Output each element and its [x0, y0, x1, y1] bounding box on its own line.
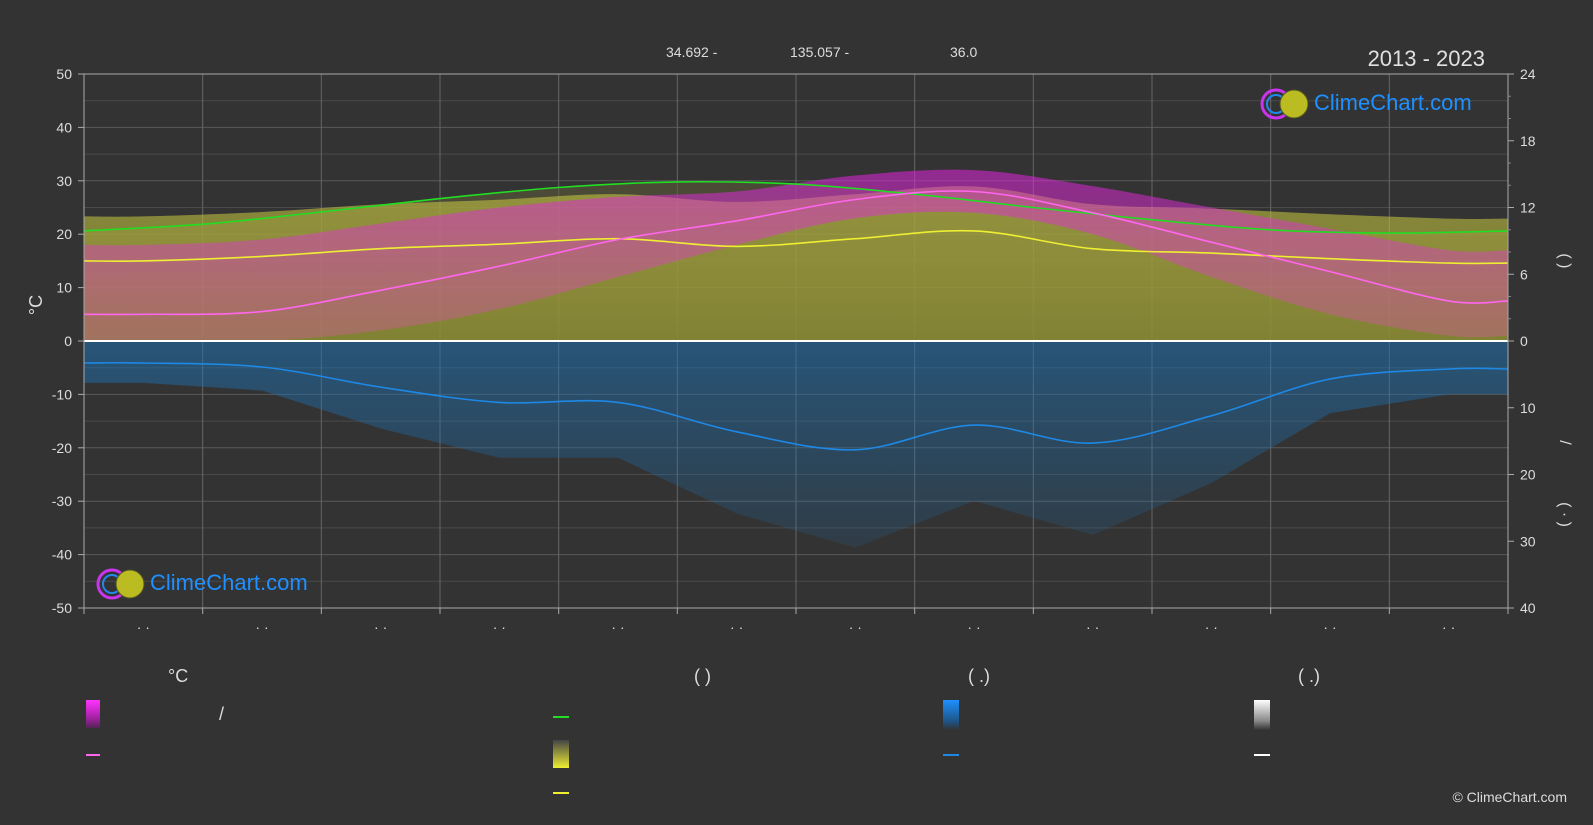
logo-text: ClimeChart.com [1314, 90, 1472, 115]
y-right-axis-label: ( ) [1556, 253, 1573, 268]
x-tick-label: · · [1205, 619, 1218, 635]
legend-snow-line-swatch [1254, 754, 1270, 756]
y-left-tick-label: 0 [64, 333, 72, 349]
legend-slash: / [219, 704, 225, 724]
y-right-bottom-tick-label: 30 [1520, 533, 1536, 549]
legend-temp-line-swatch [86, 754, 100, 756]
y-left-tick-label: 50 [56, 66, 72, 82]
x-tick-label: · · [1323, 619, 1336, 635]
legend-sunshine-swatch [553, 740, 569, 768]
y-left-tick-label: -50 [52, 600, 72, 616]
y-left-tick-label: 30 [56, 173, 72, 189]
logo-top[interactable]: ClimeChart.com [1258, 86, 1498, 122]
chart-axes: 50 40 30 20 10 0 -10 -20 -30 -40 -50 °C 24 18 12 6 0 10 20… [26, 66, 1573, 635]
y-right-bottom-tick-label: 40 [1520, 600, 1536, 616]
y-left-tick-label: -40 [52, 547, 72, 563]
y-left-axis-label: °C [26, 295, 46, 315]
x-tick-label: · · [730, 619, 743, 635]
y-right-top-tick-label: 12 [1520, 200, 1536, 216]
sunshine-line [83, 229, 1509, 265]
rain-line [83, 361, 1509, 451]
y-left-tick-label: 10 [56, 280, 72, 296]
chart-lines [83, 180, 1509, 451]
y-left-tick-label: -30 [52, 493, 72, 509]
y-left-tick-label: 20 [56, 226, 72, 242]
temperature-line [83, 190, 1509, 316]
legend-rain-swatch [943, 700, 959, 730]
legend-sunshine-line-swatch [553, 792, 569, 794]
y-left-tick-label: -20 [52, 440, 72, 456]
x-tick-label: · · [255, 619, 268, 635]
logo-icon [96, 568, 145, 600]
x-tick-label: · · [1442, 619, 1455, 635]
y-right-axis-label: ( · ) [1556, 502, 1573, 527]
x-tick-label: · · [849, 619, 862, 635]
y-right-top-tick-label: 18 [1520, 133, 1536, 149]
legend-temp-range-swatch [86, 700, 100, 728]
x-tick-label: · · [1086, 619, 1099, 635]
temperature-range-band [84, 169, 1508, 342]
elevation-label: 36.0 [950, 44, 978, 60]
y-left-tick-label: -10 [52, 386, 72, 402]
legend-daylight-line-swatch [553, 716, 569, 718]
latitude-label: 34.692 - [666, 44, 718, 60]
logo-bottom[interactable]: ClimeChart.com [94, 566, 334, 602]
y-left-tick-label: 40 [56, 119, 72, 135]
legend-snow-title: ( .) [1298, 666, 1320, 686]
legend-daylight-title: ( ) [694, 666, 711, 686]
y-right-axis-label: / [1556, 440, 1573, 445]
y-right-bottom-tick-label: 20 [1520, 467, 1536, 483]
legend-snow-swatch [1254, 700, 1270, 730]
y-right-top-tick-label: 0 [1520, 333, 1528, 349]
logo-text: ClimeChart.com [150, 570, 308, 595]
x-tick-label: · · [137, 619, 150, 635]
x-tick-label: · · [493, 619, 506, 635]
x-tick-label: · · [374, 619, 387, 635]
y-right-top-tick-label: 24 [1520, 66, 1536, 82]
y-right-bottom-tick-label: 10 [1520, 400, 1536, 416]
x-tick-label: · · [967, 619, 980, 635]
legend-temp-title: °C [168, 666, 189, 686]
longitude-label: 135.057 - [790, 44, 850, 60]
y-right-top-tick-label: 6 [1520, 266, 1528, 282]
x-tick-label: · · [611, 619, 624, 635]
copyright: © ClimeChart.com [1452, 789, 1567, 805]
legend-rain-line-swatch [943, 754, 959, 756]
year-range: 2013 - 2023 [1367, 46, 1485, 71]
daylight-line [83, 180, 1509, 234]
legend-rain-title: ( .) [968, 666, 990, 686]
logo-icon [1260, 88, 1309, 120]
